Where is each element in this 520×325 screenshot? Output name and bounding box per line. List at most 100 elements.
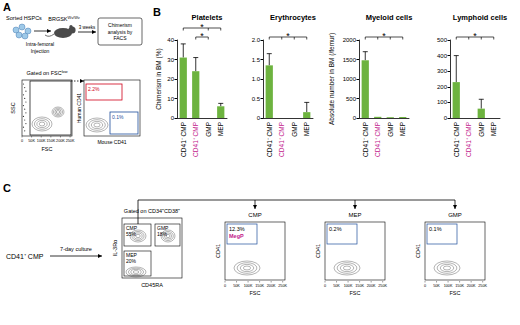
svg-text:250K: 250K bbox=[478, 284, 487, 288]
svg-text:150K: 150K bbox=[355, 284, 364, 288]
svg-text:CD45RA: CD45RA bbox=[141, 282, 163, 288]
svg-text:FSC: FSC bbox=[450, 290, 461, 296]
svg-text:GMP: GMP bbox=[291, 122, 298, 137]
svg-text:Injection: Injection bbox=[31, 48, 50, 54]
svg-text:200K: 200K bbox=[367, 284, 376, 288]
svg-text:FSC: FSC bbox=[250, 290, 261, 296]
svg-text:A: A bbox=[3, 1, 11, 13]
svg-text:0: 0 bbox=[171, 115, 175, 121]
svg-text:200K: 200K bbox=[267, 284, 276, 288]
svg-text:500: 500 bbox=[437, 37, 448, 43]
svg-text:0: 0 bbox=[424, 284, 426, 288]
svg-text:10: 10 bbox=[167, 96, 174, 102]
svg-text:0: 0 bbox=[224, 284, 226, 288]
svg-text:FSC: FSC bbox=[350, 290, 361, 296]
svg-text:Intra-femoral: Intra-femoral bbox=[26, 41, 54, 47]
svg-text:*: * bbox=[200, 31, 204, 41]
svg-text:250K: 250K bbox=[378, 284, 387, 288]
svg-text:CD41⁺ CMP: CD41⁺ CMP bbox=[278, 122, 285, 157]
svg-text:B: B bbox=[153, 6, 161, 18]
svg-text:100K: 100K bbox=[244, 284, 253, 288]
svg-text:IL-3Rα: IL-3Rα bbox=[112, 239, 118, 256]
svg-text:1500: 1500 bbox=[343, 57, 357, 63]
svg-text:250K: 250K bbox=[278, 284, 287, 288]
svg-text:GMP: GMP bbox=[478, 122, 485, 137]
svg-text:CD41: CD41 bbox=[315, 244, 321, 258]
svg-text:20%: 20% bbox=[126, 258, 137, 264]
svg-text:GMP: GMP bbox=[387, 122, 394, 137]
svg-text:0.2%: 0.2% bbox=[329, 226, 342, 232]
svg-text:CD41⁺ CMP: CD41⁺ CMP bbox=[6, 253, 44, 260]
svg-text:FSC: FSC bbox=[42, 146, 53, 152]
svg-text:C: C bbox=[3, 182, 11, 194]
svg-text:MEP: MEP bbox=[217, 122, 224, 136]
svg-text:CD41⁻ CMP: CD41⁻ CMP bbox=[266, 122, 273, 157]
svg-text:300: 300 bbox=[437, 68, 448, 74]
svg-text:0: 0 bbox=[257, 115, 261, 121]
svg-text:18%: 18% bbox=[157, 231, 168, 237]
svg-text:*: * bbox=[286, 31, 290, 41]
svg-text:MEP: MEP bbox=[399, 122, 406, 136]
svg-text:CD41⁺ CMP: CD41⁺ CMP bbox=[465, 122, 472, 157]
svg-text:Chimerism in BM (%): Chimerism in BM (%) bbox=[155, 48, 163, 109]
svg-text:1.0: 1.0 bbox=[252, 76, 261, 82]
svg-text:200K: 200K bbox=[467, 284, 476, 288]
svg-text:Myeloid cells: Myeloid cells bbox=[366, 13, 413, 22]
svg-text:CD41⁻ CMP: CD41⁻ CMP bbox=[453, 122, 460, 157]
svg-text:CD41⁺ CMP: CD41⁺ CMP bbox=[192, 122, 199, 157]
svg-text:*: * bbox=[200, 22, 204, 32]
svg-text:50K: 50K bbox=[233, 284, 240, 288]
svg-text:55%: 55% bbox=[126, 231, 137, 237]
svg-text:150K: 150K bbox=[255, 284, 264, 288]
svg-text:30: 30 bbox=[167, 57, 174, 63]
svg-text:CD41⁻ CMP: CD41⁻ CMP bbox=[180, 122, 187, 157]
svg-text:50K: 50K bbox=[28, 139, 35, 143]
svg-text:200: 200 bbox=[437, 84, 448, 90]
svg-text:Gated on CD34⁺CD38⁺: Gated on CD34⁺CD38⁺ bbox=[124, 208, 180, 214]
svg-text:150K: 150K bbox=[46, 139, 55, 143]
svg-text:analysis by: analysis by bbox=[108, 29, 133, 35]
svg-text:Chimerism: Chimerism bbox=[108, 22, 132, 28]
svg-text:50K: 50K bbox=[333, 284, 340, 288]
svg-text:0: 0 bbox=[444, 115, 448, 121]
svg-text:1000: 1000 bbox=[343, 76, 357, 82]
svg-text:CD41⁺ CMP: CD41⁺ CMP bbox=[374, 122, 381, 157]
svg-text:GMP: GMP bbox=[205, 122, 212, 137]
svg-text:Sorted HSPCs: Sorted HSPCs bbox=[6, 15, 42, 21]
svg-text:*: * bbox=[473, 31, 477, 41]
svg-text:Gated on FSClow: Gated on FSClow bbox=[27, 70, 68, 77]
svg-text:250K: 250K bbox=[66, 139, 75, 143]
svg-text:100K: 100K bbox=[37, 139, 46, 143]
svg-text:Erythrocytes: Erythrocytes bbox=[270, 13, 316, 22]
svg-text:0.1%: 0.1% bbox=[429, 226, 442, 232]
svg-text:400: 400 bbox=[437, 53, 448, 59]
svg-text:1.5: 1.5 bbox=[252, 57, 261, 63]
svg-text:100K: 100K bbox=[344, 284, 353, 288]
svg-text:CD41: CD41 bbox=[415, 244, 421, 258]
svg-text:BRGSKWv/Wv: BRGSKWv/Wv bbox=[48, 16, 80, 23]
svg-text:3 weeks: 3 weeks bbox=[79, 25, 96, 30]
svg-text:0: 0 bbox=[353, 115, 357, 121]
svg-text:SSC: SSC bbox=[10, 102, 16, 113]
svg-text:Mouse CD41: Mouse CD41 bbox=[97, 139, 126, 145]
svg-text:40: 40 bbox=[167, 37, 174, 43]
svg-text:0.5: 0.5 bbox=[252, 96, 261, 102]
svg-text:12.3%: 12.3% bbox=[229, 226, 245, 232]
svg-text:MEP: MEP bbox=[303, 122, 310, 136]
svg-text:Human CD41: Human CD41 bbox=[76, 93, 82, 124]
svg-text:20: 20 bbox=[167, 76, 174, 82]
svg-text:FACS: FACS bbox=[113, 35, 127, 41]
svg-text:CMP: CMP bbox=[248, 212, 261, 218]
svg-text:50K: 50K bbox=[433, 284, 440, 288]
svg-text:CD41⁻ CMP: CD41⁻ CMP bbox=[362, 122, 369, 157]
svg-text:100: 100 bbox=[437, 99, 448, 105]
svg-text:150K: 150K bbox=[455, 284, 464, 288]
svg-text:500: 500 bbox=[346, 96, 357, 102]
svg-text:2.2%: 2.2% bbox=[88, 86, 100, 92]
svg-text:100K: 100K bbox=[444, 284, 453, 288]
svg-text:Absolute number in BM (/femur): Absolute number in BM (/femur) bbox=[328, 33, 336, 125]
svg-text:7-day culture: 7-day culture bbox=[60, 246, 92, 252]
svg-text:MegP: MegP bbox=[229, 233, 244, 239]
svg-text:0: 0 bbox=[324, 284, 326, 288]
svg-text:0.1%: 0.1% bbox=[112, 114, 124, 120]
